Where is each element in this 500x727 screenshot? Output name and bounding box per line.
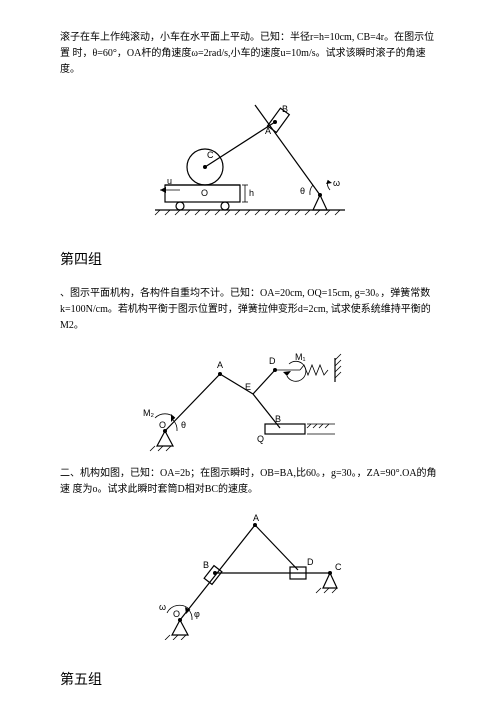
fig1-label-C: C: [207, 150, 214, 160]
fig1-label-theta: θ: [300, 186, 305, 196]
problem1-text: 滚子在车上作纯滚动，小车在水平面上平动。已知：半径r=h=10cm, CB=4r…: [60, 30, 440, 78]
fig2-label-O: O: [159, 420, 166, 430]
figure3-wrap: A B D C O φ ω: [60, 510, 440, 640]
fig2-label-B: B: [275, 414, 281, 424]
problem2-text: 、图示平面机构，各构件自重均不计。已知：OA=20cm, OQ=15cm, g=…: [60, 286, 440, 334]
fig1-label-O: O: [201, 188, 208, 198]
fig3-label-O: O: [173, 609, 180, 619]
fig3-label-phi: φ: [194, 609, 200, 619]
fig1-label-B: B: [282, 104, 288, 114]
fig2-label-E: E: [245, 382, 251, 392]
fig3-label-D: D: [307, 557, 314, 567]
fig1-label-A: A: [265, 126, 271, 136]
fig3-label-C: C: [335, 562, 342, 572]
fig1-label-u: u: [167, 176, 172, 186]
fig3-label-B: B: [203, 560, 209, 570]
figure1-svg: C B A O u h θ ω: [145, 90, 355, 220]
fig3-label-omega: ω: [159, 602, 166, 612]
fig1-label-h: h: [249, 188, 254, 198]
figure1-wrap: C B A O u h θ ω: [60, 90, 440, 220]
figure2-wrap: A D E B O Q M₂ M₁ θ: [60, 346, 440, 456]
fig2-label-A: A: [217, 360, 223, 370]
fig2-label-Q: Q: [257, 434, 264, 444]
fig2-label-M1: M₁: [295, 352, 306, 362]
fig3-label-A: A: [253, 513, 259, 523]
problem3-text: 二、机构如图，已知：OA=2b；在图示瞬时，OB=BA,比60。，g=30。，Z…: [60, 466, 440, 498]
group4-heading: 第四组: [60, 250, 440, 272]
group5-heading: 第五组: [60, 670, 440, 692]
figure3-svg: A B D C O φ ω: [145, 510, 355, 640]
fig2-label-M2: M₂: [143, 408, 154, 418]
fig2-label-D: D: [269, 356, 276, 366]
fig1-label-omega: ω: [333, 178, 340, 188]
figure2-svg: A D E B O Q M₂ M₁ θ: [135, 346, 365, 456]
fig2-label-theta: θ: [181, 420, 186, 430]
